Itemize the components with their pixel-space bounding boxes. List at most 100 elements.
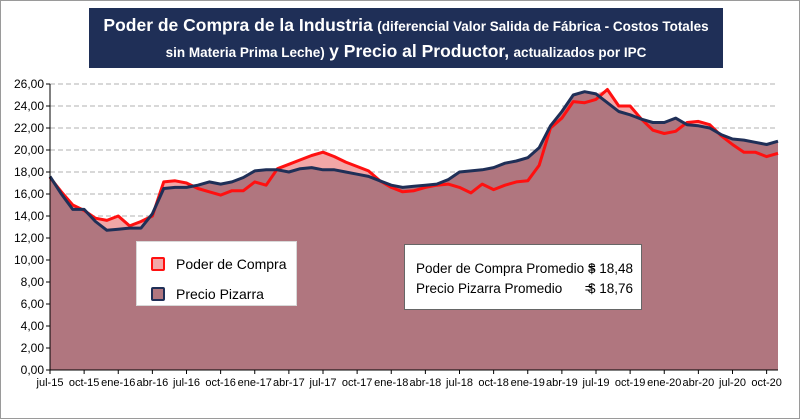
- precio-pizarra-point: [572, 94, 575, 97]
- x-tick-label: oct-18: [478, 377, 509, 389]
- average-label-precio-pizarra: Precio Pizarra Promedio =: [416, 281, 593, 296]
- poder-de-compra-point: [174, 179, 177, 182]
- x-tick-label: abr-20: [682, 377, 714, 389]
- precio-pizarra-point: [617, 110, 620, 113]
- y-tick-label: 24,00: [14, 99, 44, 113]
- precio-pizarra-point: [151, 212, 154, 215]
- poder-de-compra-point: [458, 186, 461, 189]
- x-tick-label: ene-18: [374, 377, 408, 389]
- y-tick-label: 4,00: [21, 319, 45, 333]
- x-tick-label: ene-19: [511, 377, 545, 389]
- poder-de-compra-line: [48, 88, 779, 228]
- precio-pizarra-point: [447, 178, 450, 181]
- y-tick-label: 20,00: [14, 143, 44, 157]
- precio-pizarra-point: [731, 138, 734, 141]
- chart-title-line-2: sin Materia Prima Leche) y Precio al Pro…: [89, 39, 723, 65]
- precio-pizarra-point: [560, 110, 563, 113]
- average-value-poder-de-compra: $ 18,48: [588, 261, 634, 276]
- precio-pizarra-point: [128, 227, 131, 230]
- average-label-poder-de-compra: Poder de Compra Promedio =: [416, 261, 596, 276]
- x-tick-label: oct-19: [615, 377, 646, 389]
- poder-de-compra-point: [663, 132, 666, 135]
- x-tick-label: abr-16: [136, 377, 168, 389]
- series-lines: [48, 88, 779, 232]
- poder-de-compra-point: [265, 184, 268, 187]
- precio-pizarra-point: [754, 141, 757, 144]
- poder-de-compra-point: [492, 188, 495, 191]
- precio-pizarra-point: [640, 118, 643, 121]
- poder-de-compra-point: [708, 123, 711, 126]
- poder-de-compra-point: [481, 183, 484, 186]
- y-tick-label: 12,00: [14, 231, 44, 245]
- x-tick-label: jul-17: [309, 377, 337, 389]
- precio-pizarra-point: [720, 133, 723, 136]
- precio-pizarra-point: [515, 160, 518, 163]
- averages-box: Poder de Compra Promedio =$ 18,48 Precio…: [404, 244, 642, 310]
- precio-pizarra-point: [526, 156, 529, 159]
- poder-de-compra-point: [322, 151, 325, 154]
- poder-de-compra-point: [162, 180, 165, 183]
- precio-pizarra-point: [549, 124, 552, 127]
- y-tick-label: 10,00: [14, 253, 44, 267]
- poder-de-compra-point: [401, 190, 404, 193]
- poder-de-compra-point: [629, 105, 632, 108]
- precio-pizarra-point: [356, 173, 359, 176]
- poder-de-compra-point: [595, 98, 598, 101]
- poder-de-compra-point: [651, 129, 654, 132]
- poder-de-compra-point: [105, 219, 108, 222]
- x-tick-label: abr-19: [546, 377, 578, 389]
- precio-pizarra-point: [504, 162, 507, 165]
- precio-pizarra-point: [242, 176, 245, 179]
- legend-item-poder-de-compra: Poder de Compra: [151, 254, 287, 274]
- poder-de-compra-point: [469, 191, 472, 194]
- precio-pizarra-point: [777, 140, 780, 143]
- y-tick-label: 18,00: [14, 165, 44, 179]
- poder-de-compra-point: [583, 101, 586, 104]
- legend-label-poder-de-compra: Poder de Compra: [176, 256, 287, 272]
- precio-pizarra-point: [674, 117, 677, 120]
- x-axis-tick-labels: jul-15 oct-15 ene-16 abr-16 jul-16 oct-16 ene-…: [36, 377, 782, 389]
- chart-title-main-cont: y Precio al Productor,: [329, 41, 510, 61]
- chart-title-detail-cont: sin Materia Prima Leche): [165, 45, 325, 60]
- poder-de-compra-point: [447, 183, 450, 186]
- poder-de-compra-point: [310, 154, 313, 157]
- x-tick-label: jul-15: [36, 377, 64, 389]
- y-tick-label: 14,00: [14, 209, 44, 223]
- precio-pizarra-point: [367, 175, 370, 178]
- x-tick-label: abr-17: [273, 377, 305, 389]
- poder-de-compra-point: [515, 180, 518, 183]
- poder-de-compra-point: [71, 204, 74, 207]
- precio-pizarra-point: [595, 92, 598, 95]
- chart-title-note: actualizados por IPC: [513, 45, 647, 60]
- precio-pizarra-point: [401, 186, 404, 189]
- poder-de-compra-point: [617, 105, 620, 108]
- poder-de-compra-point: [606, 88, 609, 91]
- precio-pizarra-point: [162, 187, 165, 190]
- chart-title-main: Poder de Compra de la Industria: [103, 15, 373, 35]
- precio-pizarra-point: [390, 184, 393, 187]
- y-tick-label: 22,00: [14, 121, 44, 135]
- x-tick-label: oct-16: [205, 377, 236, 389]
- x-tick-label: ene-16: [101, 377, 135, 389]
- precio-pizarra-point: [492, 166, 495, 169]
- precio-pizarra-point: [686, 123, 689, 126]
- poder-de-compra-point: [185, 182, 188, 185]
- precio-pizarra-point: [94, 220, 97, 223]
- poder-de-compra-point: [538, 164, 541, 167]
- precio-pizarra-point: [265, 168, 268, 171]
- x-tick-label: oct-15: [69, 377, 100, 389]
- average-value-precio-pizarra: $ 18,76: [588, 281, 634, 296]
- poder-de-compra-point: [231, 189, 234, 192]
- average-row-poder-de-compra: Poder de Compra Promedio =$ 18,48: [416, 259, 641, 279]
- x-tick-label: abr-18: [409, 377, 441, 389]
- poder-de-compra-point: [504, 184, 507, 187]
- poder-de-compra-point: [287, 163, 290, 166]
- poder-de-compra-point: [742, 151, 745, 154]
- precio-pizarra-point: [196, 184, 199, 187]
- poder-de-compra-point: [196, 187, 199, 190]
- legend-swatch-navy: [151, 287, 165, 301]
- poder-de-compra-point: [356, 165, 359, 168]
- poder-de-compra-point: [208, 190, 211, 193]
- x-tick-label: jul-19: [582, 377, 610, 389]
